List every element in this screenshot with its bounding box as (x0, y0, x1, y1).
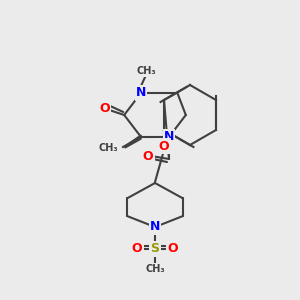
Text: O: O (99, 101, 110, 115)
Text: S: S (151, 242, 160, 256)
Text: O: O (159, 140, 169, 152)
Text: N: N (136, 86, 146, 100)
Text: O: O (132, 242, 142, 256)
Text: O: O (143, 151, 153, 164)
Polygon shape (125, 135, 141, 148)
Text: CH₃: CH₃ (145, 264, 165, 274)
Text: N: N (150, 220, 160, 233)
Text: CH₃: CH₃ (136, 66, 156, 76)
Text: N: N (164, 130, 174, 143)
Text: O: O (168, 242, 178, 256)
Text: CH₃: CH₃ (98, 143, 118, 153)
